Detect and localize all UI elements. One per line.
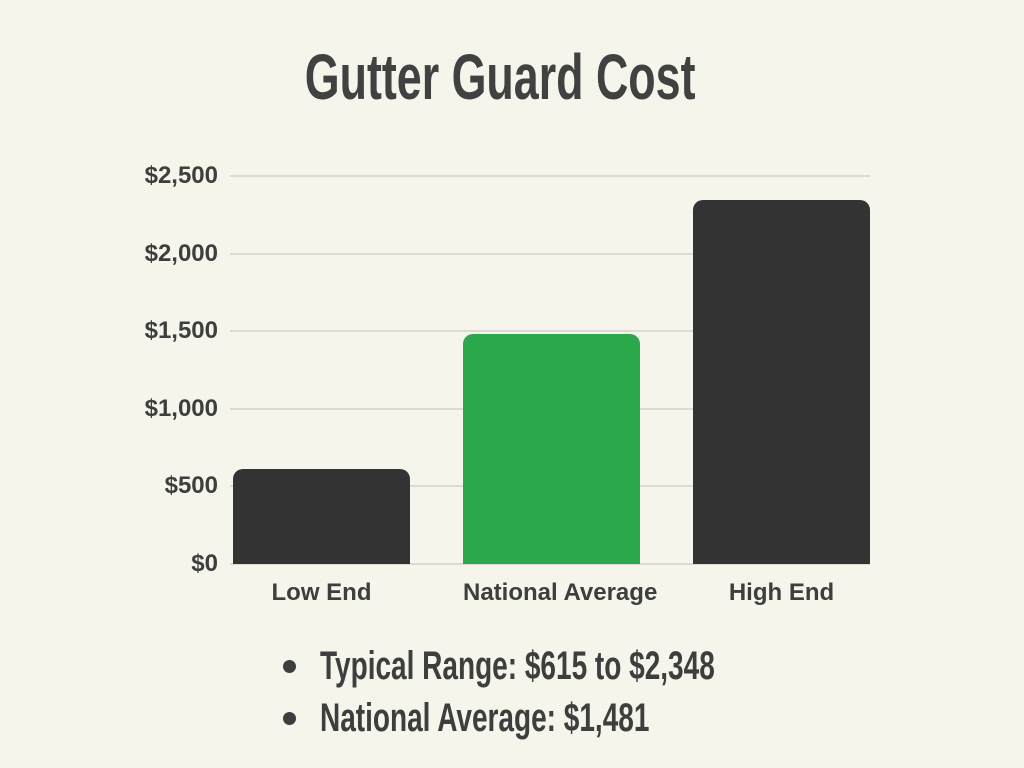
bullet-icon	[283, 711, 296, 725]
y-tick-label: $0	[191, 550, 218, 577]
y-tick-label: $2,000	[144, 239, 218, 267]
plot-area	[230, 175, 870, 565]
gridline	[230, 563, 870, 565]
x-category-label: National Average	[463, 579, 658, 606]
bar-national-average	[463, 334, 640, 564]
bullet-icon	[283, 659, 296, 673]
bar-high-end	[693, 199, 870, 564]
note-item: National Average: $1,481	[283, 692, 884, 744]
page-title-text: Gutter Guard Cost	[304, 41, 696, 113]
note-text: Typical Range: $615 to $2,348	[320, 643, 715, 688]
x-category-label: Low End	[271, 579, 372, 606]
gridline	[230, 252, 870, 255]
y-tick-label: $1,500	[144, 317, 218, 345]
x-category-label: High End	[728, 579, 835, 606]
gridline	[230, 175, 870, 177]
notes-list: Typical Range: $615 to $2,348 National A…	[283, 640, 884, 744]
y-tick-label: $1,000	[144, 394, 218, 422]
note-text: National Average: $1,481	[320, 695, 650, 740]
page-title: Gutter Guard Cost	[0, 42, 1000, 112]
y-tick-label: $500	[164, 472, 218, 500]
note-item: Typical Range: $615 to $2,348	[283, 640, 884, 692]
y-tick-label: $2,500	[144, 162, 218, 189]
bar-low-end	[233, 468, 410, 564]
gridline	[230, 330, 870, 333]
